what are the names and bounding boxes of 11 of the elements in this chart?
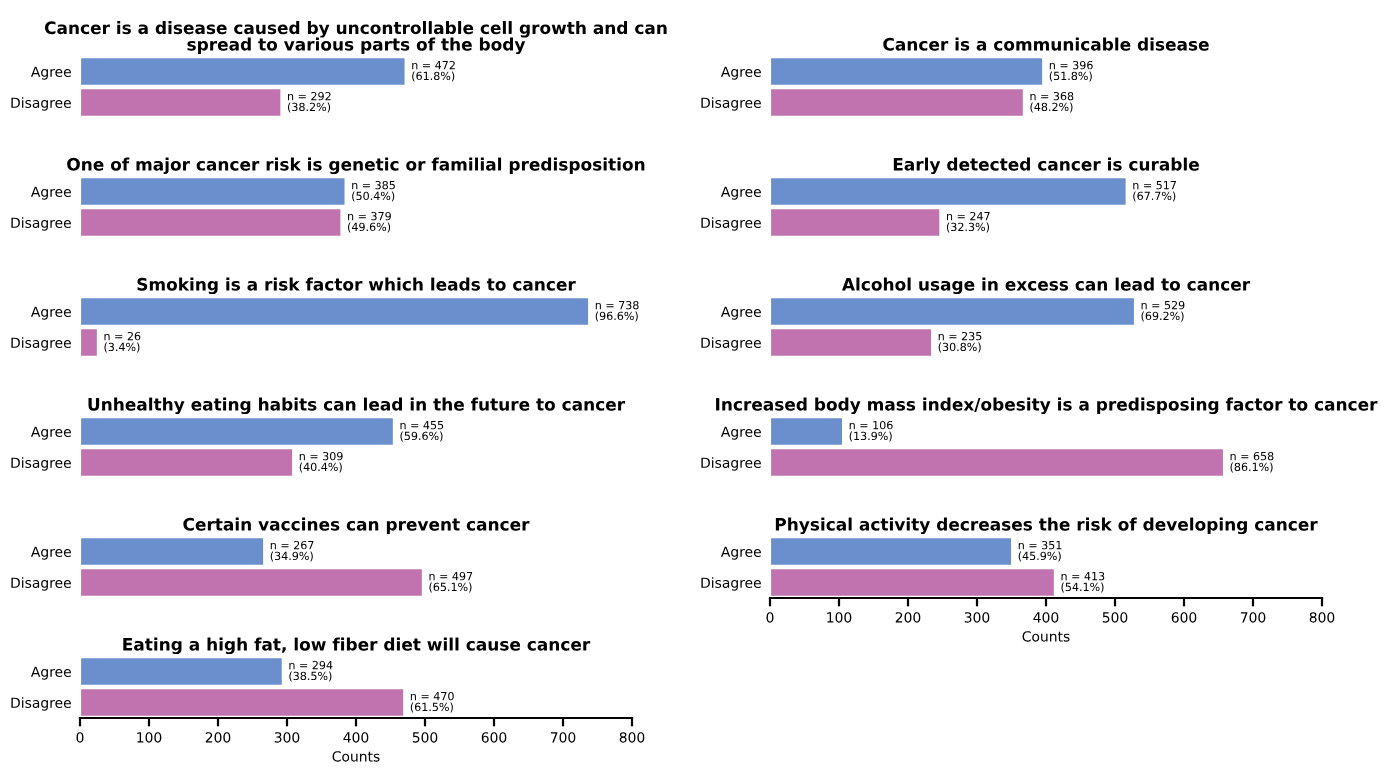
chart-title: Unhealthy eating habits can lead in the future to cancer xyxy=(88,397,626,415)
chart-title: Cancer is a disease caused by uncontrollable cell growth and can spread to various parts of the body xyxy=(44,21,667,55)
chart-title: Alcohol usage in excess can lead to cancer xyxy=(841,277,1251,295)
chart-title: One of major cancer risk is genetic or familial predisposition xyxy=(67,157,645,175)
chart-title: Increased body mass index/obesity is a predisposing factor to cancer xyxy=(716,397,1378,415)
chart-title: Early detected cancer is curable xyxy=(893,157,1199,175)
chart-title: Smoking is a risk factor which leads to cancer xyxy=(137,277,576,295)
chart-title: Cancer is a communicable disease xyxy=(883,37,1209,51)
chart-title: Certain vaccines can prevent cancer xyxy=(183,517,530,534)
chart-title: Physical activity decreases the risk of developing cancer xyxy=(775,517,1318,535)
chart-title: Eating a high fat, low fiber diet will cause cancer xyxy=(123,637,591,655)
